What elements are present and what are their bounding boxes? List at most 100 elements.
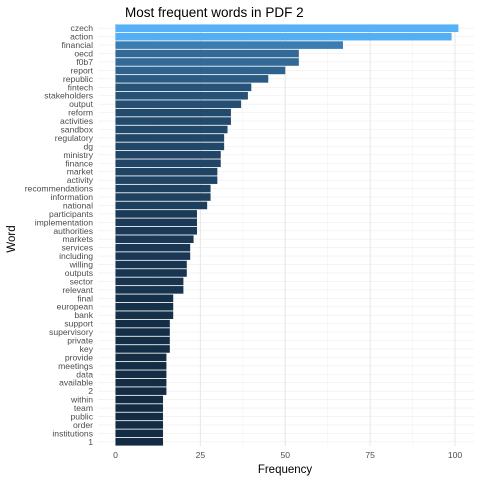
bar <box>115 49 299 58</box>
y-tick-label: sector <box>70 276 94 286</box>
y-tick-label: including <box>59 251 93 261</box>
bar <box>115 353 167 362</box>
bar <box>115 193 211 201</box>
y-tick-label: republic <box>63 74 94 84</box>
y-tick-label: authorities <box>53 226 93 236</box>
bar <box>115 302 174 311</box>
y-tick-label: dg <box>83 141 93 151</box>
y-tick-label: report <box>71 65 94 75</box>
bar <box>115 328 170 336</box>
y-tick-label: financial <box>61 40 93 50</box>
bar <box>115 226 197 235</box>
bar <box>115 429 164 438</box>
y-tick-label: order <box>73 420 93 430</box>
bar <box>115 387 167 395</box>
y-tick-label: services <box>61 243 93 253</box>
x-tick-label: 0 <box>113 450 118 460</box>
bar <box>115 235 194 244</box>
y-tick-label: sandbox <box>61 125 94 135</box>
bar <box>115 378 167 387</box>
bar <box>115 58 299 66</box>
bar <box>115 75 269 83</box>
bar <box>115 336 170 345</box>
bar <box>115 243 191 252</box>
y-tick-label: final <box>77 293 93 303</box>
y-tick-label: support <box>64 319 93 329</box>
y-tick-label: activities <box>60 116 93 126</box>
bar <box>115 201 208 210</box>
bar <box>115 210 197 218</box>
bar <box>115 117 231 125</box>
bar <box>115 412 164 421</box>
bar <box>115 125 228 134</box>
bar <box>115 108 231 117</box>
x-tick-label: 25 <box>196 450 206 460</box>
y-tick-label: outputs <box>65 268 93 278</box>
y-tick-label: f0b7 <box>76 57 93 67</box>
bar <box>115 294 174 303</box>
bar <box>115 286 184 294</box>
y-tick-label: 1 <box>88 437 93 447</box>
y-tick-label: bank <box>74 310 93 320</box>
y-tick-label: markets <box>62 234 93 244</box>
chart-title: Most frequent words in PDF 2 <box>125 5 304 20</box>
y-tick-label: private <box>67 336 93 346</box>
y-tick-label: ministry <box>63 150 93 160</box>
x-tick-label: 100 <box>448 450 463 460</box>
bar <box>115 83 252 92</box>
y-tick-label: data <box>76 369 93 379</box>
bar <box>115 218 197 227</box>
y-tick-label: output <box>69 99 94 109</box>
bar <box>115 362 167 370</box>
x-tick-label: 50 <box>280 450 290 460</box>
y-tick-label: team <box>74 403 93 413</box>
bar <box>115 100 242 108</box>
y-tick-label: regulatory <box>55 133 94 143</box>
y-tick-label: information <box>50 192 93 202</box>
x-axis-title: Frequency <box>258 464 313 476</box>
bar <box>115 269 187 277</box>
bar <box>115 134 225 142</box>
y-tick-label: willing <box>69 260 94 270</box>
y-tick-label: provide <box>65 352 93 362</box>
y-tick-label: key <box>80 344 94 354</box>
bar <box>115 184 211 193</box>
bar <box>115 167 218 176</box>
bar <box>115 311 174 319</box>
y-tick-label: institutions <box>52 428 93 438</box>
bar <box>115 319 170 328</box>
y-tick-label: 2 <box>88 386 93 396</box>
bar <box>115 252 191 260</box>
y-tick-label: participants <box>49 209 93 219</box>
y-tick-label: european <box>57 302 94 312</box>
bar <box>115 395 164 404</box>
y-tick-label: stakeholders <box>44 91 93 101</box>
y-tick-labels: czechactionfinancialoecdf0b7reportrepubl… <box>25 23 94 447</box>
y-tick-label: action <box>70 32 93 42</box>
bar <box>115 437 164 446</box>
y-tick-label: recommendations <box>25 184 93 194</box>
y-tick-label: meetings <box>58 361 93 371</box>
y-axis-title: Word <box>6 225 18 252</box>
y-tick-label: relevant <box>62 285 93 295</box>
bar <box>115 66 286 75</box>
x-tick-label: 75 <box>365 450 375 460</box>
bar <box>115 260 187 269</box>
y-tick-label: national <box>63 200 93 210</box>
y-tick-label: public <box>71 411 94 421</box>
bar <box>115 41 343 49</box>
bar <box>115 176 218 184</box>
bar <box>115 370 167 379</box>
bar <box>115 151 221 159</box>
bar <box>115 277 184 286</box>
y-tick-label: reform <box>68 108 93 118</box>
x-tick-labels: 0 25 50 75 100 <box>113 450 462 460</box>
bar <box>115 159 221 168</box>
y-tick-label: implementation <box>35 217 93 227</box>
y-tick-label: market <box>67 167 94 177</box>
y-tick-label: czech <box>71 23 94 33</box>
bars <box>115 24 459 446</box>
y-tick-label: oecd <box>74 49 93 59</box>
bar <box>115 142 225 151</box>
